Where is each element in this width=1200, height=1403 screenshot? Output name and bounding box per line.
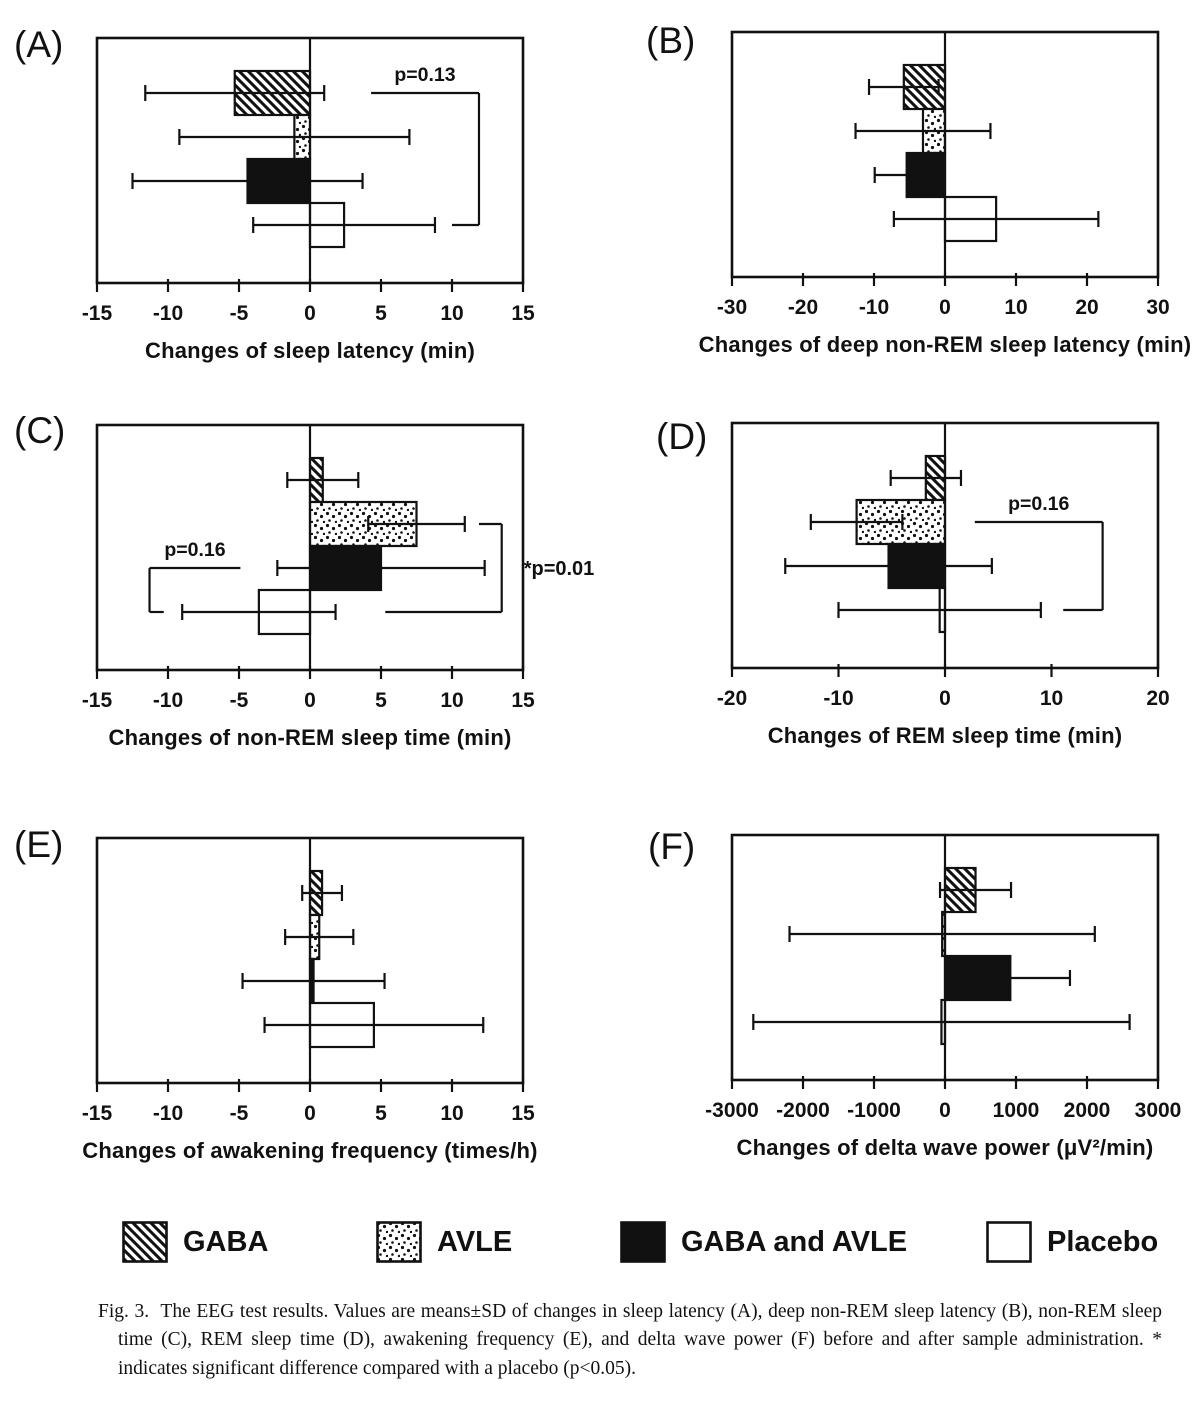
legend-item-placebo: Placebo — [986, 1220, 1158, 1264]
chart-svg-b: -30 -20 -10 0 10 20 30 — [717, 30, 1170, 319]
panel-d-axis-title: Changes of REM sleep time (min) — [767, 723, 1123, 748]
svg-text:-2000: -2000 — [776, 1099, 830, 1122]
placebo-empty-swatch-icon — [986, 1221, 1032, 1263]
svg-text:1000: 1000 — [993, 1099, 1040, 1122]
panel-c-axis-title: Changes of non-REM sleep time (min) — [108, 725, 512, 750]
svg-text:20: 20 — [1075, 296, 1098, 319]
svg-text:-15: -15 — [82, 1102, 113, 1125]
svg-text:-30: -30 — [717, 296, 747, 319]
legend-item-avle: AVLE — [376, 1220, 512, 1264]
svg-text:30: 30 — [1146, 296, 1169, 319]
svg-text:5: 5 — [375, 689, 387, 712]
svg-text:-10: -10 — [153, 1102, 183, 1125]
panel-a-label: (A) — [14, 24, 64, 65]
figure-caption: Fig. 3. The EEG test results. Values are… — [98, 1298, 1162, 1383]
svg-text:0: 0 — [939, 1099, 951, 1122]
chart-svg-a: -15 -10 -5 0 5 10 15 p=0.13 — [82, 36, 535, 325]
panel-d-chart: -20 -10 0 10 20 p=0.16 — [660, 413, 1200, 715]
svg-text:0: 0 — [304, 302, 316, 325]
svg-text:10: 10 — [1040, 687, 1063, 710]
gaba-and-avle-solid-swatch-icon — [620, 1221, 666, 1263]
svg-text:*p=0.01: *p=0.01 — [524, 558, 595, 580]
svg-text:-15: -15 — [82, 689, 113, 712]
svg-text:5: 5 — [375, 1102, 387, 1125]
legend-label-gaba-and-avle: GABA and AVLE — [681, 1225, 908, 1258]
panel-e-axis-title: Changes of awakening frequency (times/h) — [82, 1138, 538, 1163]
svg-text:-10: -10 — [823, 687, 853, 710]
panel-c-chart: -15 -10 -5 0 5 10 15 p=0.16 *p=0.01 — [25, 415, 621, 717]
svg-text:-15: -15 — [82, 302, 113, 325]
avle-dots-swatch-icon — [376, 1221, 422, 1263]
svg-text:0: 0 — [939, 687, 951, 710]
svg-text:-5: -5 — [230, 689, 249, 712]
chart-svg-e: -15 -10 -5 0 5 10 15 — [82, 836, 535, 1125]
panel-a-axis-title: Changes of sleep latency (min) — [145, 338, 475, 363]
svg-text:-20: -20 — [788, 296, 818, 319]
chart-svg-c: -15 -10 -5 0 5 10 15 p=0.16 *p=0.01 — [82, 423, 595, 712]
panel-e: -15 -10 -5 0 5 10 15 Changes of awakening freq… — [25, 828, 625, 1208]
svg-text:p=0.13: p=0.13 — [394, 64, 455, 86]
svg-text:-10: -10 — [153, 689, 183, 712]
panel-b-label: (B) — [646, 20, 696, 61]
chart-svg-d: -20 -10 0 10 20 p=0.16 — [717, 421, 1170, 710]
panel-b-chart: -30 -20 -10 0 10 20 30 — [660, 22, 1200, 324]
legend-item-gaba: GABA — [122, 1220, 268, 1264]
legend-label-placebo: Placebo — [1047, 1225, 1159, 1258]
svg-text:p=0.16: p=0.16 — [1008, 493, 1069, 515]
panel-e-label: (E) — [14, 824, 64, 865]
panel-b-axis-title: Changes of deep non-REM sleep latency (m… — [698, 332, 1192, 357]
svg-text:-10: -10 — [859, 296, 889, 319]
panel-b: -30 -20 -10 0 10 20 30 Changes of deep non-REM… — [660, 22, 1200, 402]
svg-text:p=0.16: p=0.16 — [164, 539, 225, 561]
svg-text:10: 10 — [440, 1102, 463, 1125]
svg-text:-5: -5 — [230, 1102, 249, 1125]
svg-text:0: 0 — [304, 689, 316, 712]
panel-d-label: (D) — [656, 416, 708, 457]
svg-text:-10: -10 — [153, 302, 183, 325]
panel-c-label: (C) — [14, 410, 66, 451]
svg-text:-5: -5 — [230, 302, 249, 325]
panel-a-chart: -15 -10 -5 0 5 10 15 p=0.13 — [25, 28, 621, 330]
panel-f: -3000 -2000 -1000 0 1000 2000 3000 Changes of … — [660, 825, 1200, 1205]
svg-text:10: 10 — [440, 689, 463, 712]
svg-text:15: 15 — [511, 1102, 535, 1125]
svg-text:10: 10 — [440, 302, 463, 325]
svg-text:0: 0 — [304, 1102, 316, 1125]
panel-f-chart: -3000 -2000 -1000 0 1000 2000 3000 — [660, 825, 1200, 1127]
panel-f-axis-title: Changes of delta wave power (μV²/min) — [736, 1135, 1154, 1160]
svg-text:5: 5 — [375, 302, 387, 325]
panel-d: -20 -10 0 10 20 p=0.16 Changes of REM sleep t… — [660, 413, 1200, 793]
panel-e-chart: -15 -10 -5 0 5 10 15 — [25, 828, 621, 1130]
svg-text:-20: -20 — [717, 687, 747, 710]
svg-text:-1000: -1000 — [847, 1099, 901, 1122]
panel-c: -15 -10 -5 0 5 10 15 p=0.16 *p=0.01 Changes of n… — [25, 415, 625, 795]
panel-a: -15 -10 -5 0 5 10 15 p=0.13 Changes of sleep la… — [25, 28, 625, 408]
svg-text:2000: 2000 — [1064, 1099, 1111, 1122]
svg-text:15: 15 — [511, 302, 535, 325]
svg-text:20: 20 — [1146, 687, 1169, 710]
figure-caption-text: The EEG test results. Values are means±S… — [118, 1301, 1163, 1379]
svg-text:-3000: -3000 — [705, 1099, 759, 1122]
legend-label-avle: AVLE — [437, 1225, 513, 1258]
chart-svg-f: -3000 -2000 -1000 0 1000 2000 3000 — [705, 833, 1182, 1122]
svg-text:15: 15 — [511, 689, 535, 712]
legend-item-gaba-and-avle: GABA and AVLE — [620, 1220, 907, 1264]
figure-caption-number: Fig. 3. — [98, 1301, 150, 1322]
panel-f-label: (F) — [648, 826, 696, 867]
gaba-hatch-swatch-icon — [122, 1221, 168, 1263]
svg-text:3000: 3000 — [1135, 1099, 1182, 1122]
legend-label-gaba: GABA — [183, 1225, 269, 1258]
svg-text:0: 0 — [939, 296, 951, 319]
svg-text:10: 10 — [1004, 296, 1027, 319]
